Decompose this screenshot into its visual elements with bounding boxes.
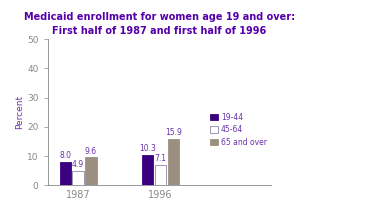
Legend: 19-44, 45-64, 65 and over: 19-44, 45-64, 65 and over bbox=[210, 113, 267, 147]
Text: 10.3: 10.3 bbox=[139, 145, 156, 153]
Text: 9.6: 9.6 bbox=[85, 146, 97, 155]
Bar bbox=[72, 171, 84, 185]
Bar bbox=[142, 155, 153, 185]
Text: 7.1: 7.1 bbox=[154, 154, 167, 163]
Text: 8.0: 8.0 bbox=[59, 151, 71, 160]
Bar bbox=[168, 139, 179, 185]
Bar bbox=[85, 157, 97, 185]
Text: 4.9: 4.9 bbox=[72, 160, 84, 169]
Bar bbox=[155, 165, 166, 185]
Title: Medicaid enrollment for women age 19 and over:
First half of 1987 and first half: Medicaid enrollment for women age 19 and… bbox=[24, 12, 295, 36]
Y-axis label: Percent: Percent bbox=[15, 95, 24, 129]
Bar bbox=[60, 162, 71, 185]
Text: 15.9: 15.9 bbox=[165, 128, 182, 137]
